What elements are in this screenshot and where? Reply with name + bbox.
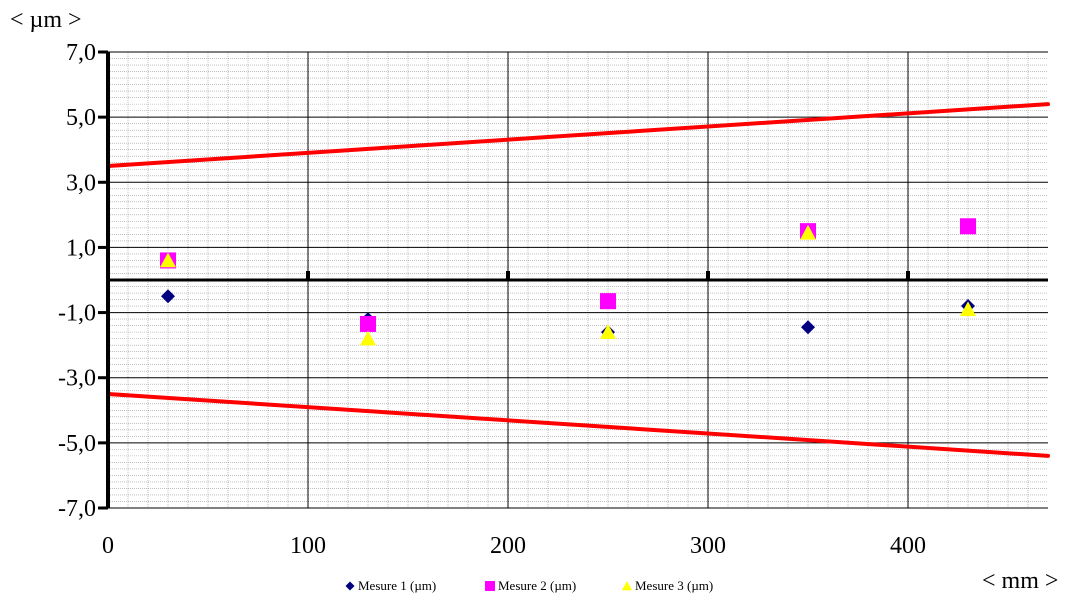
tolerance-line-lower (106, 392, 1050, 458)
x-tick-mark (306, 271, 310, 279)
legend-marker-series-3 (622, 581, 632, 591)
point-series-3 (160, 252, 176, 268)
legend-label-series-1: Mesure 1 (µm) (358, 578, 436, 593)
legend-label-series-3: Mesure 3 (µm) (635, 578, 713, 593)
point-series-1 (801, 320, 815, 335)
y-tick-label: 7,0 (66, 40, 96, 66)
y-tick-label: -5,0 (58, 431, 96, 457)
y-axis-label: < µm > (10, 7, 82, 33)
legend-label-series-2: Mesure 2 (µm) (498, 578, 576, 593)
y-tick-label: 5,0 (66, 105, 96, 131)
data-points (160, 218, 976, 346)
y-tick-label: -3,0 (58, 366, 96, 392)
tolerance-line-upper (106, 102, 1050, 168)
y-tick-label: -1,0 (58, 301, 96, 327)
point-series-2 (360, 315, 376, 332)
axes (98, 50, 1048, 510)
point-series-1 (161, 289, 175, 304)
tolerance-lines (106, 102, 1050, 458)
x-tick-label: 100 (290, 533, 326, 559)
point-series-3 (600, 324, 616, 339)
x-axis-label: < mm > (982, 568, 1058, 594)
x-tick-label: 0 (102, 533, 114, 559)
x-tick-label: 300 (690, 533, 726, 559)
tick-labels: 7,0 5,0 3,0 1,0 -1,0 -3,0 -5,0 -7,00 100 200 300 40… (58, 40, 926, 559)
point-series-3 (800, 224, 816, 240)
legend-marker-series-2 (485, 581, 495, 591)
y-tick-label: 1,0 (66, 235, 96, 261)
point-series-2 (600, 293, 616, 310)
x-tick-label: 400 (890, 533, 926, 559)
legend-marker-series-1 (345, 581, 355, 591)
x-tick-mark (706, 271, 710, 279)
point-series-3 (360, 330, 376, 346)
y-tick-label: 3,0 (66, 170, 96, 196)
x-tick-mark (506, 271, 510, 279)
point-series-2 (960, 218, 976, 235)
x-tick-label: 200 (490, 533, 526, 559)
x-tick-mark (906, 271, 910, 279)
point-series-3 (960, 301, 976, 317)
y-tick-label: -7,0 (58, 496, 96, 522)
legend: Mesure 1 (µm) Mesure 2 (µm) Mesure 3 (µm) (345, 578, 713, 593)
